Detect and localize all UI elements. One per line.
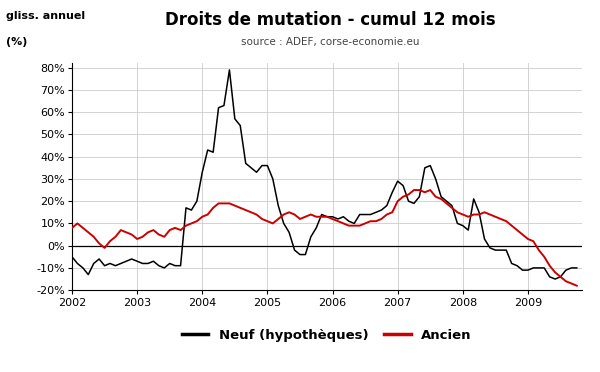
Legend: Neuf (hypothèques), Ancien: Neuf (hypothèques), Ancien	[177, 324, 477, 347]
Text: source : ADEF, corse-economie.eu: source : ADEF, corse-economie.eu	[241, 37, 419, 47]
Text: Droits de mutation - cumul 12 mois: Droits de mutation - cumul 12 mois	[164, 11, 496, 29]
Text: gliss. annuel: gliss. annuel	[6, 11, 85, 21]
Text: (%): (%)	[6, 37, 28, 47]
